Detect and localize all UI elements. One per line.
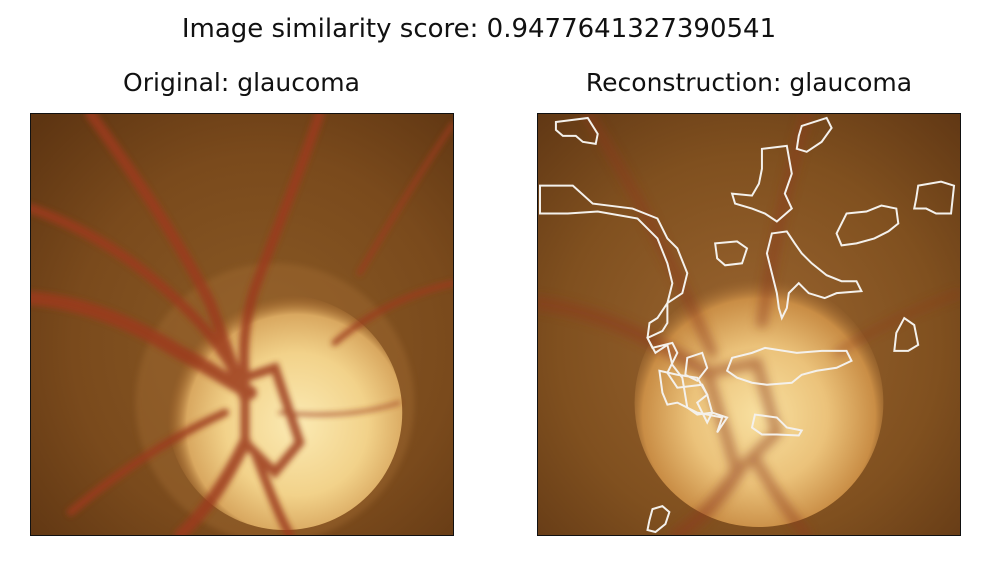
contour-region (554, 116, 599, 145)
contour-region (538, 184, 729, 434)
contour-region (725, 346, 853, 386)
contour-region (913, 180, 956, 215)
contour-region (730, 144, 794, 223)
contour-region (765, 230, 864, 321)
reconstruction-panel-title: Reconstruction: glaucoma (585, 68, 913, 97)
optic-disc (634, 278, 884, 528)
contour-region (795, 116, 833, 153)
original-panel-title: Original: glaucoma (123, 68, 360, 97)
contour-region (658, 369, 714, 416)
retinal-vessels (31, 114, 453, 535)
reconstruction-image-panel (537, 113, 961, 536)
reconstruction-fundus-image (538, 114, 960, 535)
contour-region (646, 505, 671, 534)
figure-suptitle: Image similarity score: 0.94776413273905… (181, 14, 777, 44)
original-fundus-image (31, 114, 453, 535)
contour-region (714, 240, 749, 267)
original-image-panel (30, 113, 454, 536)
contour-region (750, 413, 804, 437)
contour-region (684, 351, 709, 382)
contour-region (835, 204, 900, 247)
explanation-contours (538, 116, 956, 534)
contour-region (893, 316, 920, 352)
